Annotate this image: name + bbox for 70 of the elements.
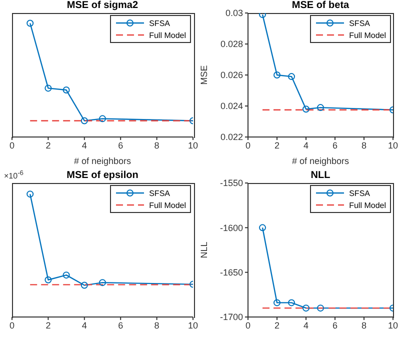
point <box>26 190 34 198</box>
x-tick-label: 2 <box>46 140 51 150</box>
x-tick-label: 2 <box>46 320 51 330</box>
y-tick-label: 0.024 <box>220 101 243 112</box>
x-tick-label: 6 <box>332 320 338 330</box>
x-tick-label: 10 <box>388 320 398 330</box>
point <box>288 299 295 306</box>
x-tick-label: 8 <box>154 140 160 150</box>
y-tick-label: 0.022 <box>220 132 243 142</box>
point <box>62 272 70 279</box>
point <box>44 84 52 92</box>
y-axis-title: MSE <box>199 65 210 85</box>
legend-label: Full Model <box>349 30 386 40</box>
chart-title: MSE of beta <box>290 0 350 12</box>
x-tick-label: 0 <box>9 320 15 330</box>
point <box>80 282 88 289</box>
y-tick-label: 0.03 <box>225 8 243 18</box>
point <box>80 117 88 124</box>
point <box>44 276 52 284</box>
x-tick-label: 8 <box>361 140 367 150</box>
chart-title: NLL <box>310 170 332 182</box>
x-tick-label: 0 <box>245 320 251 330</box>
legend-label: SFSA <box>149 188 170 198</box>
legend-label: SFSA <box>149 18 170 28</box>
y-tick-label: 0.028 <box>220 39 243 50</box>
point <box>99 115 106 122</box>
chart-title: MSE of epsilon <box>66 170 138 181</box>
x-tick-label: 8 <box>154 320 160 330</box>
legend-label: SFSA <box>349 188 370 198</box>
x-axis-title: # of neighbors <box>74 156 132 166</box>
point <box>62 86 70 94</box>
point <box>302 304 310 312</box>
point <box>259 224 266 232</box>
y-tick-label: -1600 <box>220 222 243 233</box>
x-axis-title: # of neighbors <box>292 156 350 166</box>
point <box>274 72 280 78</box>
x-tick-label: 4 <box>303 140 309 150</box>
x-tick-label: 10 <box>388 140 398 150</box>
x-tick-label: 0 <box>9 140 15 150</box>
x-tick-label: 0 <box>245 140 251 150</box>
y-tick-label: -1650 <box>220 268 243 278</box>
x-tick-label: 2 <box>274 320 280 330</box>
point <box>259 13 266 18</box>
point <box>99 279 106 286</box>
x-tick-label: 2 <box>274 140 280 150</box>
x-tick-label: 6 <box>332 140 338 150</box>
point <box>317 104 324 112</box>
chart-title: MSE of sigma2 <box>66 0 140 12</box>
point <box>302 106 310 113</box>
point <box>317 304 324 312</box>
y-tick-label: -1700 <box>220 312 243 322</box>
point <box>274 299 280 306</box>
legend-label: SFSA <box>349 18 370 28</box>
point <box>26 20 34 27</box>
legend-label: Full Model <box>349 200 386 210</box>
y-axis-title: NLL <box>199 242 210 258</box>
y-tick-label: -1550 <box>220 178 243 188</box>
legend-label: Full Model <box>149 200 186 210</box>
x-tick-label: 4 <box>82 320 87 330</box>
text: ×10$^{-6}$ <box>4 170 24 181</box>
y-tick-label: 0.026 <box>220 70 243 80</box>
x-tick-label: 8 <box>361 320 367 330</box>
x-tick-label: 6 <box>118 140 124 150</box>
point <box>288 73 295 80</box>
x-tick-label: 6 <box>118 320 124 330</box>
x-tick-label: 4 <box>82 140 87 150</box>
x-tick-label: 10 <box>188 320 198 330</box>
legend-label: Full Model <box>149 30 186 40</box>
x-tick-label: 4 <box>303 320 309 330</box>
x-tick-label: 10 <box>188 140 198 150</box>
